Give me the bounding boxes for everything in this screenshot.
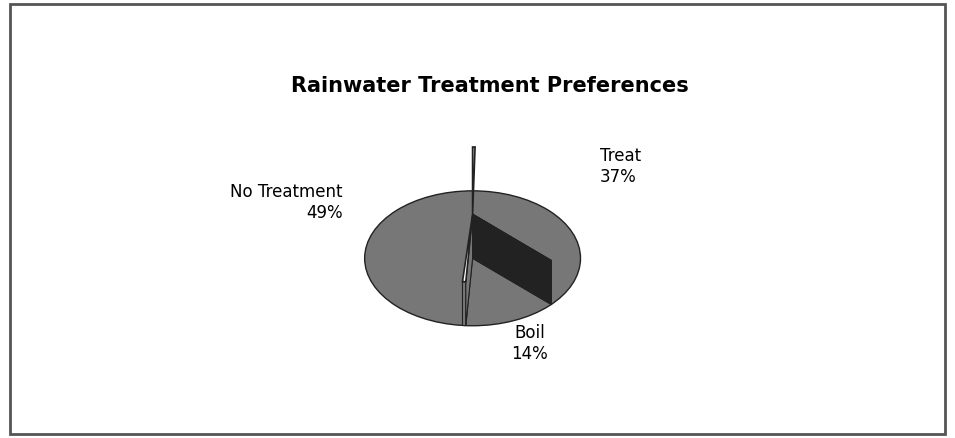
Polygon shape — [462, 282, 466, 325]
Text: No Treatment
49%: No Treatment 49% — [230, 183, 343, 222]
Polygon shape — [473, 215, 551, 304]
Text: Rainwater Treatment Preferences: Rainwater Treatment Preferences — [290, 76, 689, 96]
Polygon shape — [473, 215, 551, 304]
Polygon shape — [466, 215, 473, 325]
Polygon shape — [462, 215, 473, 282]
Ellipse shape — [365, 191, 581, 326]
Polygon shape — [473, 215, 551, 261]
Text: Boil
14%: Boil 14% — [511, 324, 548, 363]
Text: Treat
37%: Treat 37% — [600, 147, 641, 186]
Polygon shape — [466, 215, 473, 325]
Polygon shape — [473, 147, 475, 215]
